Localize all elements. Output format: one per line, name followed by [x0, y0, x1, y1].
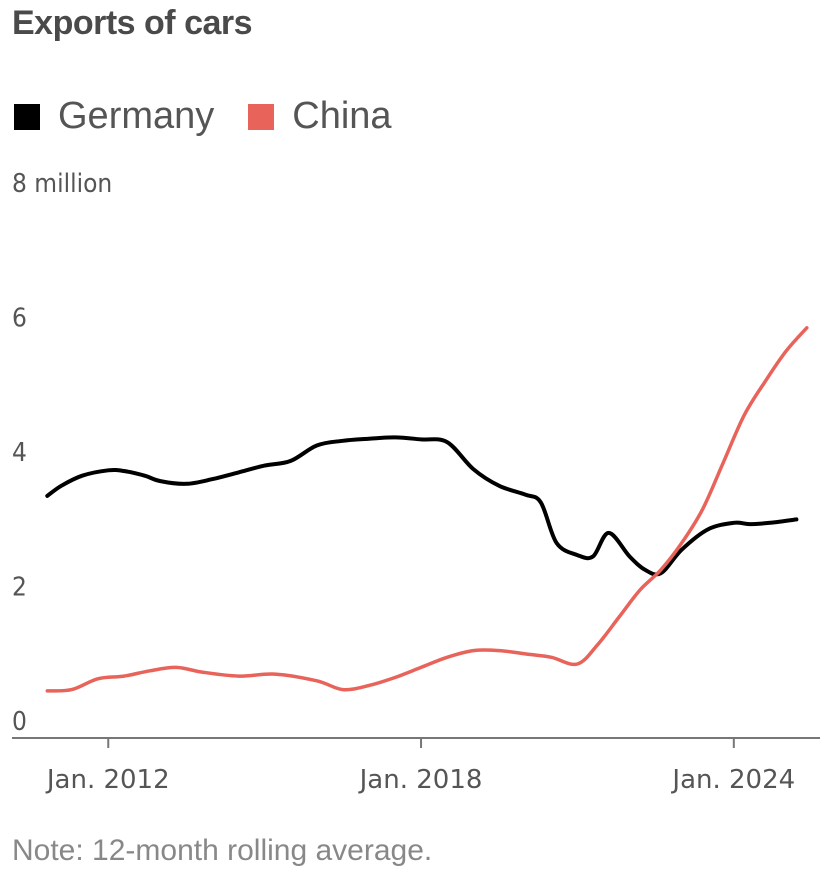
series-line-china [45, 326, 809, 693]
x-tick-label-2018: Jan. 2018 [358, 765, 483, 795]
x-tick-label-2024: Jan. 2024 [670, 765, 795, 795]
x-tick-label-2012: Jan. 2012 [45, 765, 170, 795]
legend-swatch-china [248, 103, 275, 130]
y-tick-label-8: 8 million [12, 169, 112, 199]
y-tick-label-4: 4 [12, 438, 27, 468]
y-tick-label-2: 2 [12, 573, 27, 603]
chart-title: Exports of cars [12, 4, 253, 42]
legend-item-china: China [248, 95, 392, 138]
y-tick-label-6: 6 [12, 304, 27, 334]
legend-label-china: China [292, 95, 392, 137]
legend-label-germany: Germany [58, 95, 215, 137]
legend-swatch-germany [14, 103, 40, 130]
legend: Germany China [14, 95, 426, 138]
y-tick-label-0: 0 [12, 707, 27, 737]
legend-item-germany: Germany [14, 95, 214, 138]
series-line-germany [45, 435, 799, 577]
chart-note: Note: 12-month rolling average. [12, 834, 433, 867]
